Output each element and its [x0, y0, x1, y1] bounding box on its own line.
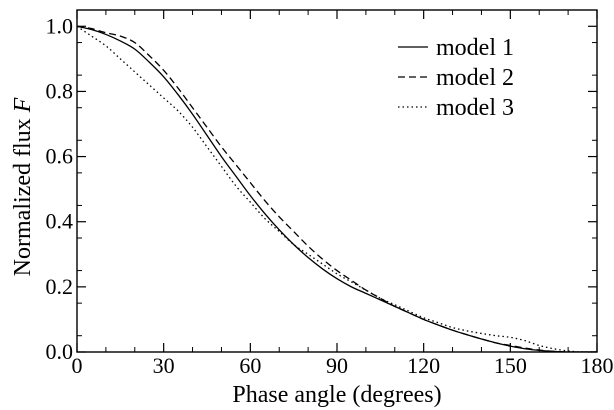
- x-axis-label: Phase angle (degrees): [232, 382, 441, 408]
- series-line-model-2: [77, 25, 597, 352]
- x-tick-label: 180: [581, 353, 614, 378]
- legend-label: model 1: [436, 35, 514, 61]
- x-tick-label: 150: [494, 353, 527, 378]
- legend: model 1 model 2 model 3: [398, 35, 514, 121]
- y-tick-label: 0.4: [46, 209, 74, 234]
- x-tick-label: 90: [326, 353, 348, 378]
- y-axis-label-text: Normalized flux: [10, 112, 36, 276]
- x-tick-label: 30: [153, 353, 175, 378]
- axes: 0 30 60 90 120 150 180 0.0 0.2 0.4 0.6 0.8 1.0: [46, 9, 614, 378]
- x-tick-label: 0: [72, 353, 83, 378]
- plot-area: [77, 25, 597, 352]
- y-axis-label: Normalized flux F: [10, 97, 36, 276]
- y-tick-label: 0.8: [46, 78, 74, 103]
- legend-label: model 3: [436, 95, 514, 121]
- legend-label: model 2: [436, 65, 514, 91]
- y-tick-label: 0.0: [46, 339, 74, 364]
- series-line-model-1: [77, 25, 597, 352]
- y-tick-label: 1.0: [46, 13, 74, 38]
- y-axis-label-symbol: F: [10, 97, 36, 113]
- plot-frame: [76, 9, 598, 353]
- series-line-model-3: [77, 25, 597, 352]
- x-tick-label: 120: [407, 353, 440, 378]
- y-tick-label: 0.6: [46, 144, 74, 169]
- x-tick-label: 60: [239, 353, 261, 378]
- y-tick-label: 0.2: [46, 274, 74, 299]
